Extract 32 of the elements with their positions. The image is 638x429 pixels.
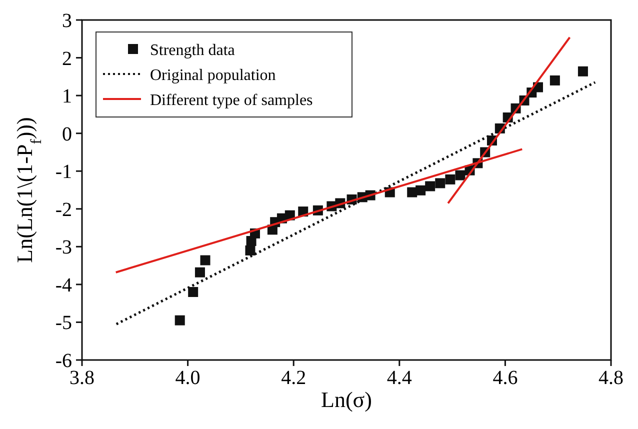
- point: [200, 255, 210, 266]
- y-tick-label: -5: [55, 312, 72, 334]
- point: [194, 267, 205, 278]
- point: [174, 315, 185, 326]
- y-tick-label: -4: [55, 274, 72, 296]
- x-tick-label: 4.8: [598, 367, 624, 389]
- point: [445, 174, 456, 184]
- y-tick-label: 2: [62, 48, 72, 70]
- point: [578, 66, 588, 76]
- x-tick-label: 4.0: [175, 367, 200, 389]
- point: [455, 170, 466, 180]
- x-tick-label: 3.8: [70, 367, 94, 389]
- y-tick-label: -3: [55, 236, 72, 259]
- y-tick-label: -2: [55, 198, 72, 221]
- y-tick-label: -6: [55, 350, 72, 372]
- legend-label: Strength data: [150, 42, 235, 59]
- point: [550, 75, 560, 86]
- y-tick-label: 3: [62, 10, 72, 32]
- y-tick-label: 0: [62, 123, 72, 146]
- legend-label: Original population: [150, 67, 276, 84]
- y-tick-label: 1: [62, 86, 72, 108]
- point: [245, 245, 256, 256]
- legend-label: Different type of samples: [150, 92, 313, 109]
- point: [425, 181, 436, 192]
- x-tick-label: 4.6: [492, 367, 518, 389]
- point: [435, 178, 446, 188]
- x-tick-label: 4.4: [386, 367, 412, 389]
- point: [188, 287, 198, 297]
- x-axis-title: Ln(σ): [321, 387, 372, 412]
- y-tick-label: -1: [55, 161, 72, 184]
- point: [416, 185, 426, 196]
- x-tick-label: 4.2: [281, 367, 306, 389]
